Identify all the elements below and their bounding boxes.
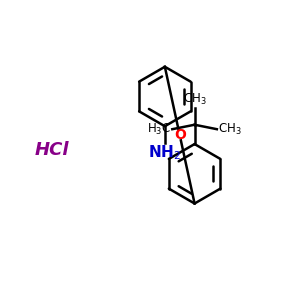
Text: CH$_3$: CH$_3$	[218, 122, 242, 137]
Text: H$_3$C: H$_3$C	[147, 122, 171, 137]
Text: NH$_2$: NH$_2$	[148, 144, 182, 163]
Text: O: O	[174, 128, 186, 142]
Text: CH$_3$: CH$_3$	[183, 92, 206, 107]
Text: HCl: HCl	[35, 141, 69, 159]
